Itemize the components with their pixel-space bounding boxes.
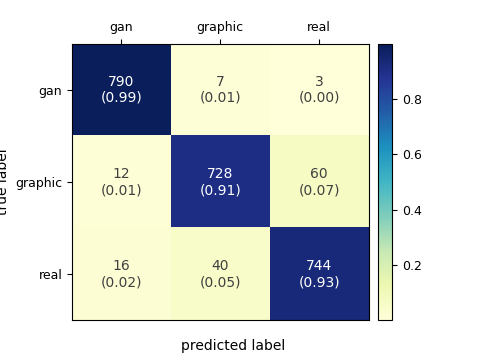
Text: 7
(0.01): 7 (0.01) — [200, 75, 241, 105]
Text: 3
(0.00): 3 (0.00) — [299, 75, 340, 105]
Text: 744
(0.93): 744 (0.93) — [298, 259, 340, 289]
Text: predicted label: predicted label — [180, 339, 285, 353]
Text: 790
(0.99): 790 (0.99) — [100, 75, 142, 105]
Text: 40
(0.05): 40 (0.05) — [200, 259, 241, 289]
Text: 12
(0.01): 12 (0.01) — [101, 167, 142, 197]
Text: 728
(0.91): 728 (0.91) — [199, 167, 241, 197]
Text: 16
(0.02): 16 (0.02) — [101, 259, 142, 289]
Y-axis label: true label: true label — [0, 149, 10, 215]
Text: 60
(0.07): 60 (0.07) — [299, 167, 340, 197]
